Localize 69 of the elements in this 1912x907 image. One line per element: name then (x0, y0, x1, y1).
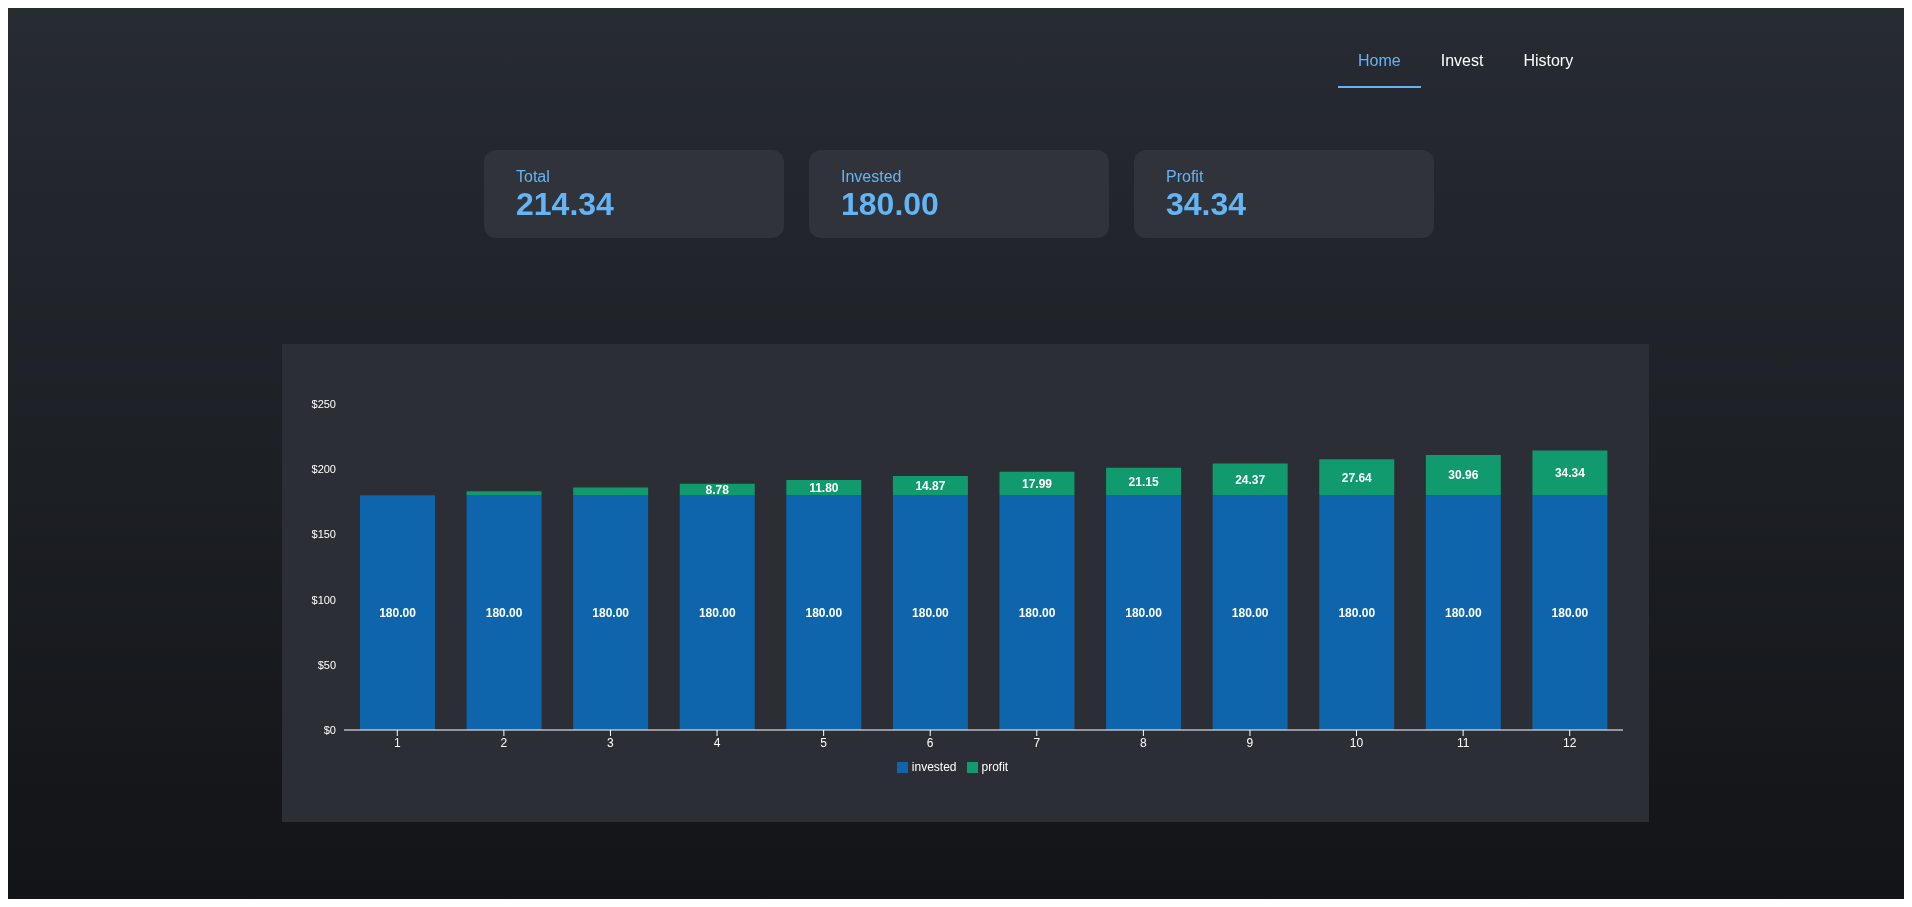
data-label: 34.34 (1554, 466, 1586, 481)
text: 34.34 (1166, 186, 1248, 223)
x-tick-label: 4 (713, 735, 721, 750)
text: History (1522, 52, 1575, 70)
bar (1532, 495, 1608, 730)
y-tick-label: $200 (311, 463, 336, 476)
x-tick-label: 6 (926, 735, 934, 750)
data-label: 180.00 (592, 605, 630, 620)
bar (1106, 495, 1182, 730)
text: Invest (1439, 52, 1485, 70)
data-label: 180.00 (698, 605, 736, 620)
data-label: 180.00 (1338, 605, 1376, 620)
bar (466, 491, 542, 496)
bar (1425, 495, 1501, 730)
text: Home (1357, 52, 1402, 70)
x-tick-label: 7 (1033, 735, 1041, 750)
data-label: 180.00 (485, 605, 523, 620)
bar (573, 495, 649, 730)
text: Invested (841, 168, 903, 186)
y-tick-label: $150 (311, 528, 336, 541)
data-label: 180.00 (1125, 605, 1163, 620)
data-label: 17.99 (1021, 476, 1053, 491)
data-label: 24.37 (1235, 472, 1266, 487)
legend-label: invested (911, 760, 957, 774)
y-tick-label: $100 (311, 593, 336, 606)
data-label: 30.96 (1448, 468, 1479, 483)
y-tick-label: $250 (311, 397, 336, 410)
bar (1532, 450, 1608, 496)
data-label: 180.00 (379, 605, 417, 620)
data-label: 21.15 (1128, 474, 1159, 489)
data-label: 180.00 (1018, 605, 1056, 620)
text: Total (516, 168, 551, 186)
text: 214.34 (516, 186, 615, 223)
x-tick-label: 10 (1349, 735, 1364, 750)
data-label: 180.00 (1444, 605, 1482, 620)
data-label: 27.64 (1341, 470, 1373, 485)
bar (1106, 467, 1182, 496)
x-tick-label: 3 (607, 735, 615, 750)
y-tick-label: $0 (323, 723, 336, 736)
data-label: 180.00 (805, 605, 843, 620)
bar (1212, 463, 1288, 496)
bar (1319, 459, 1395, 496)
bar (1425, 454, 1501, 496)
x-tick-label: 12 (1563, 735, 1577, 750)
data-label: 8.78 (705, 482, 730, 497)
bar (892, 495, 968, 730)
bar (573, 487, 649, 496)
data-label: 180.00 (912, 605, 950, 620)
data-label: 11.80 (809, 480, 839, 495)
bar (999, 495, 1075, 730)
x-tick-label: 2 (500, 735, 508, 750)
text: Profit (1166, 168, 1205, 186)
x-tick-label: 11 (1456, 735, 1470, 750)
x-tick-label: 8 (1140, 735, 1148, 750)
text: 180.00 (841, 186, 940, 223)
x-tick-label: 5 (820, 735, 828, 750)
x-tick-label: 1 (393, 735, 401, 750)
data-label: 180.00 (1231, 605, 1269, 620)
bar (679, 495, 755, 730)
data-label: 14.87 (915, 478, 946, 493)
y-tick-label: $50 (317, 658, 336, 671)
x-tick-label: 9 (1246, 735, 1254, 750)
bar (359, 495, 435, 730)
bar (466, 495, 542, 730)
bar (1212, 495, 1288, 730)
legend-label: profit (981, 760, 1009, 774)
bar (1319, 495, 1395, 730)
data-label: 180.00 (1551, 605, 1589, 620)
bar (786, 495, 862, 730)
